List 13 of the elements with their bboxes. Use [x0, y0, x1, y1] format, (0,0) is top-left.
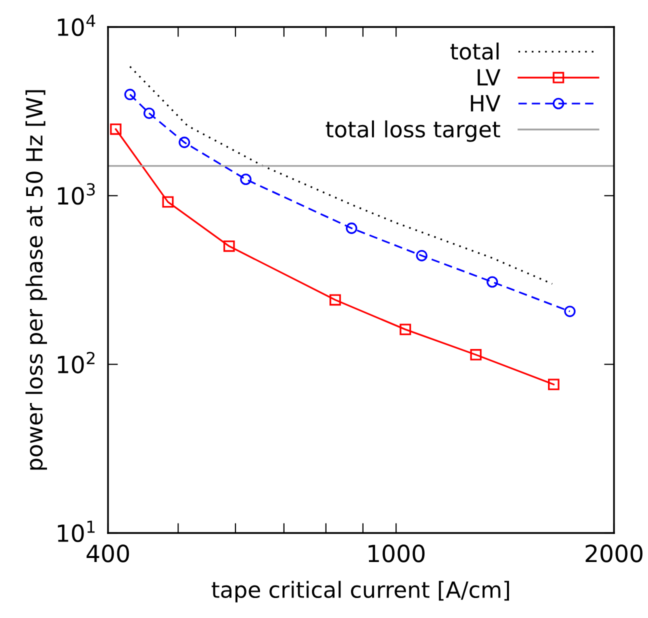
y-axis-title: power loss per phase at 50 Hz [W] [25, 90, 47, 470]
legend-label: total loss target [326, 120, 500, 142]
x-axis-title: tape critical current [A/cm] [212, 580, 509, 602]
legend-label: HV [470, 95, 500, 112]
x-tick-label: 1000 [368, 544, 425, 562]
legend-label: total [450, 42, 499, 60]
y-tick-label: 10$^{3}$ [58, 183, 95, 205]
y-tick-label: 10$^{4}$ [58, 14, 96, 36]
y-tick-label: 10$^{1}$ [58, 520, 95, 542]
x-tick-label: 400 [86, 544, 129, 562]
legend-label: LV [478, 69, 500, 86]
y-tick-label: 10$^{2}$ [58, 352, 94, 374]
x-tick-label: 2000 [586, 544, 642, 562]
